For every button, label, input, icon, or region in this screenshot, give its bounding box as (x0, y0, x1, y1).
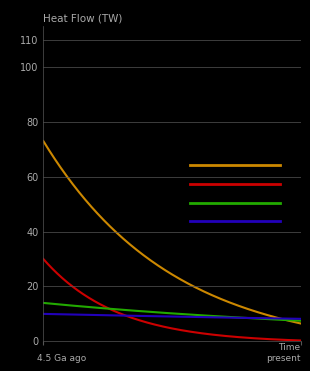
Text: Heat Flow (TW): Heat Flow (TW) (43, 14, 123, 24)
Text: Time: Time (279, 343, 301, 352)
Text: present: present (266, 354, 301, 363)
Text: 4.5 Ga ago: 4.5 Ga ago (37, 354, 86, 363)
